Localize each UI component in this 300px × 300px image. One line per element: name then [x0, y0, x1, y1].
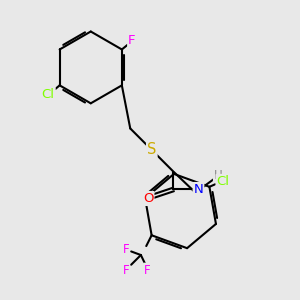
Text: Cl: Cl	[217, 175, 230, 188]
Text: S: S	[147, 142, 157, 158]
Text: F: F	[128, 34, 136, 47]
Text: F: F	[144, 264, 151, 277]
Text: H: H	[214, 169, 223, 182]
Text: N: N	[194, 183, 203, 196]
Text: F: F	[122, 264, 129, 277]
Text: F: F	[122, 243, 129, 256]
Text: Cl: Cl	[42, 88, 55, 101]
Text: O: O	[143, 192, 154, 205]
